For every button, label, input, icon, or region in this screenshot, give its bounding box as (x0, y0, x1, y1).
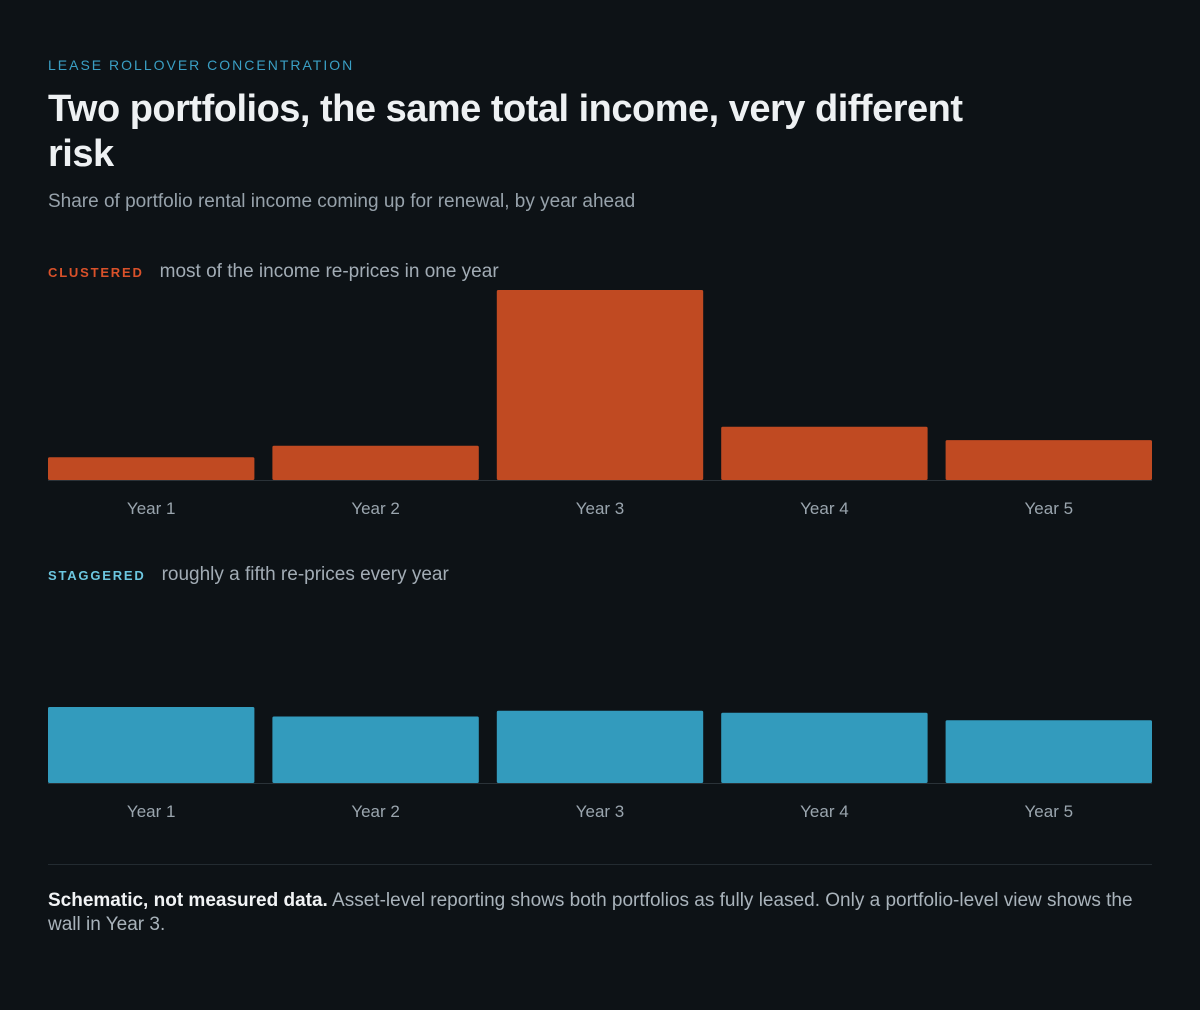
bar-year-5 (945, 440, 1152, 480)
x-tick-label: Year 3 (576, 499, 625, 518)
clustered-tag: CLUSTERED (48, 265, 144, 280)
bar-year-4 (721, 712, 928, 783)
staggered-chart: Year 1 Year 2 Year 3 Year 4 Year 5 (48, 593, 1152, 833)
x-tick-label: Year 5 (1025, 499, 1074, 518)
bar-year-1 (48, 457, 255, 480)
eyebrow-label: LEASE ROLLOVER CONCENTRATION (48, 57, 355, 73)
bar-chart-svg: Year 1 Year 2 Year 3 Year 4 Year 5 (48, 290, 1152, 518)
footer-note-bold: Schematic, not measured data. (48, 890, 328, 911)
x-tick-label: Year 1 (127, 499, 176, 518)
bar-chart-svg: Year 1 Year 2 Year 3 Year 4 Year 5 (48, 707, 1152, 821)
clustered-description: most of the income re-prices in one year (159, 261, 499, 282)
x-tick-label: Year 4 (800, 499, 849, 518)
bar-year-4 (721, 426, 928, 480)
x-tick-label: Year 3 (576, 802, 625, 821)
footer-note: Schematic, not measured data. Asset-leve… (48, 889, 1152, 937)
x-tick-label: Year 2 (351, 499, 400, 518)
bar-year-1 (48, 707, 255, 783)
bar-year-3 (496, 710, 704, 783)
clustered-panel-label: CLUSTERED most of the income re-prices i… (48, 261, 499, 283)
x-tick-label: Year 4 (800, 802, 849, 821)
bar-year-5 (945, 720, 1152, 783)
staggered-panel-label: STAGGERED roughly a fifth re-prices ever… (48, 564, 449, 586)
staggered-description: roughly a fifth re-prices every year (161, 564, 449, 585)
bar-year-2 (272, 716, 479, 783)
bar-year-2 (272, 445, 479, 480)
bar-year-3 (496, 290, 704, 480)
staggered-tag: STAGGERED (48, 568, 146, 583)
x-tick-label: Year 1 (127, 802, 176, 821)
footer-divider (48, 864, 1152, 865)
page-subtitle: Share of portfolio rental income coming … (48, 191, 636, 212)
clustered-chart: Year 1 Year 2 Year 3 Year 4 Year 5 (48, 290, 1152, 530)
x-tick-label: Year 5 (1025, 802, 1074, 821)
page-title: Two portfolios, the same total income, v… (48, 88, 963, 175)
x-tick-label: Year 2 (351, 802, 400, 821)
footer-note-text: Asset-level reporting shows both portfol… (48, 890, 1133, 935)
